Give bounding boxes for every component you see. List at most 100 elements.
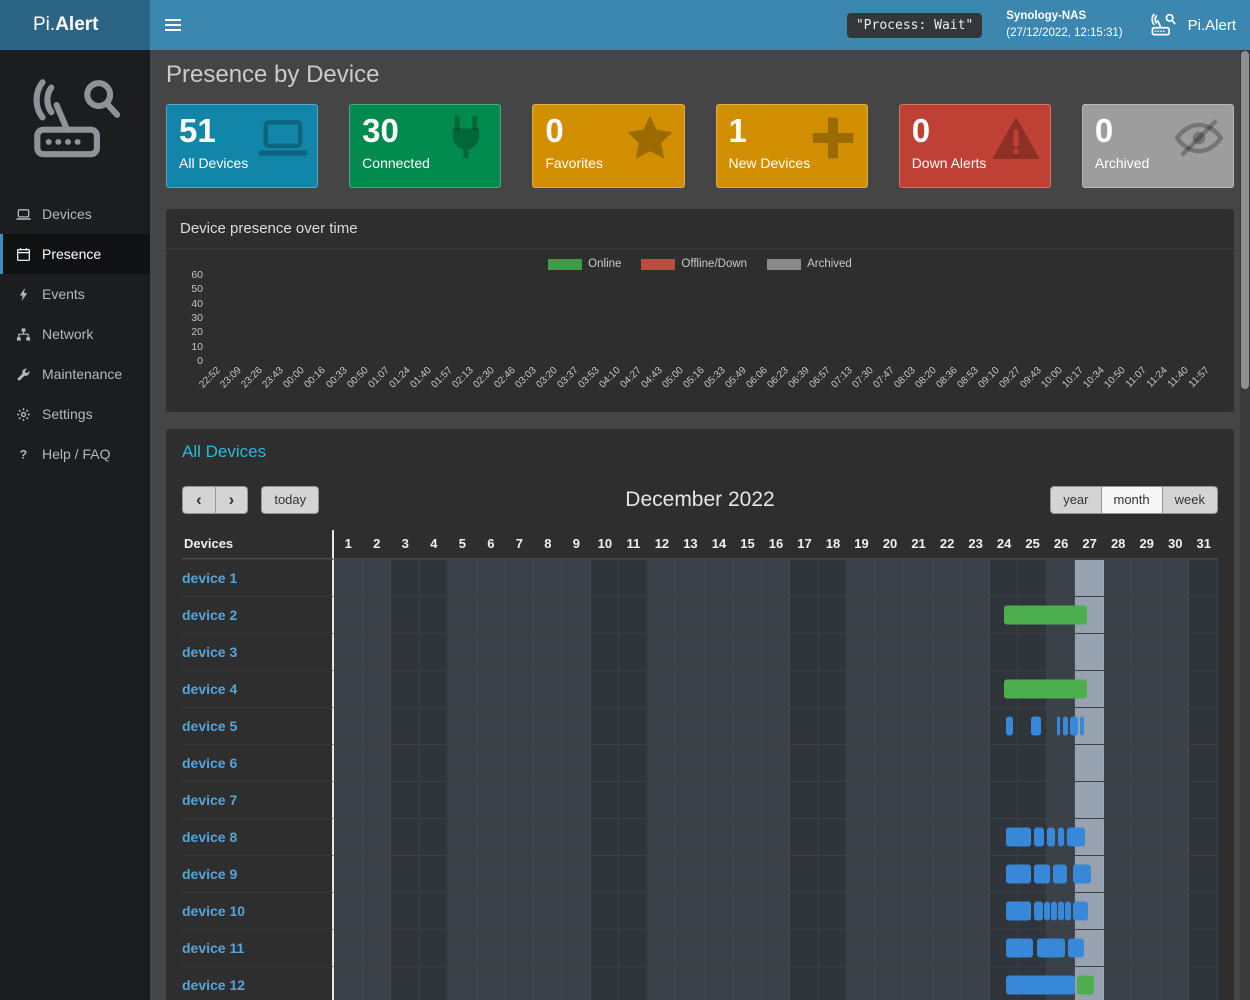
presence-event-bar[interactable] [1056,716,1060,736]
presence-event-bar[interactable] [1065,901,1072,921]
device-link-device-4[interactable]: device 4 [182,681,238,697]
device-link-device-2[interactable]: device 2 [182,607,238,623]
sidebar-item-network[interactable]: Network [0,314,150,354]
day-column-header: 20 [875,530,905,559]
calendar-day-cell [961,819,990,855]
presence-event-bar[interactable] [1004,679,1087,699]
presence-event-bar[interactable] [1076,975,1094,995]
calendar-day-cell [619,745,648,781]
presence-event-bar[interactable] [1072,901,1089,921]
calendar-day-cell [904,930,933,966]
pialert-logo [0,50,150,194]
page-scrollbar[interactable] [1240,50,1250,1000]
device-link-device-3[interactable]: device 3 [182,644,238,660]
presence-event-bar[interactable] [1005,901,1032,921]
scrollbar-thumb[interactable] [1241,51,1249,389]
device-link-device-12[interactable]: device 12 [182,977,246,993]
calendar-day-cell [818,819,848,855]
calendar-day-cell [761,671,791,707]
x-tick-label: 04:43 [639,365,665,391]
calendar-day-cell [847,745,876,781]
calendar-day-cell [476,856,506,892]
calendar-view-year-button[interactable]: year [1050,486,1102,514]
device-link-device-8[interactable]: device 8 [182,829,238,845]
presence-event-bar[interactable] [1066,827,1086,847]
x-tick-label: 05:49 [723,365,750,391]
calendar-view-week-button[interactable]: week [1162,486,1218,514]
summary-card-new-devices[interactable]: 1 New Devices [715,104,868,188]
calendar-day-cell [847,930,876,966]
calendar-day-cell [733,671,762,707]
sidebar-item-events[interactable]: Events [0,274,150,314]
calendar-day-cell [1160,745,1190,781]
calendar-day-cell [1103,782,1133,818]
calendar-day-cell [619,782,648,818]
calendar-day-cell [505,745,534,781]
calendar-view-month-button[interactable]: month [1101,486,1163,514]
summary-card-archived[interactable]: 0 Archived [1081,104,1235,188]
sidebar-toggle-button[interactable] [150,0,196,50]
presence-event-bar[interactable] [1005,864,1032,884]
presence-event-bar[interactable] [1005,716,1013,736]
presence-event-bar[interactable] [1044,901,1050,921]
presence-event-bar[interactable] [1062,716,1069,736]
calendar-day-cell [676,634,705,670]
presence-event-bar[interactable] [1036,938,1066,958]
presence-event-bar[interactable] [1034,864,1050,884]
calendar-day-cell [904,745,933,781]
device-link-device-10[interactable]: device 10 [182,903,246,919]
presence-event-bar[interactable] [1072,864,1092,884]
device-link-device-1[interactable]: device 1 [182,570,238,586]
device-name-cell: device 3 [182,633,334,670]
presence-event-bar[interactable] [1058,827,1064,847]
calendar-prev-button[interactable]: ‹ [182,486,216,514]
calendar-next-button[interactable]: › [215,486,249,514]
presence-event-bar[interactable] [1005,975,1076,995]
presence-event-bar[interactable] [1069,716,1079,736]
presence-event-bar[interactable] [1034,901,1043,921]
sidebar-item-help-faq[interactable]: ? Help / FAQ [0,434,150,474]
device-link-device-6[interactable]: device 6 [182,755,238,771]
card-value: 51 [179,112,216,149]
calendar-day-cell [533,893,563,929]
calendar-day-cell [676,560,705,596]
calendar-day-cell [448,597,477,633]
calendar-day-cell [476,671,506,707]
presence-event-bar[interactable] [1004,605,1087,625]
calendar-today-button[interactable]: today [261,486,320,514]
sidebar-item-presence[interactable]: Presence [0,234,150,274]
question-icon: ? [16,447,31,462]
presence-event-bar[interactable] [1034,827,1045,847]
calendar-day-cell [1160,856,1190,892]
presence-event-bar[interactable] [1068,938,1084,958]
summary-card-favorites[interactable]: 0 Favorites [532,104,685,188]
calendar-day-cell [875,671,905,707]
summary-card-down-alerts[interactable]: 0 Down Alerts [898,104,1051,188]
calendar-day-cell [647,560,677,596]
calendar-day-cell [619,560,648,596]
calendar-day-cell [562,671,591,707]
sidebar-item-devices[interactable]: Devices [0,194,150,234]
device-link-device-11[interactable]: device 11 [182,940,245,956]
chart-plot-area [210,276,1220,362]
sidebar-item-settings[interactable]: Settings [0,394,150,434]
presence-event-bar[interactable] [1052,864,1067,884]
presence-event-bar[interactable] [1051,901,1057,921]
presence-event-bar[interactable] [1046,827,1056,847]
presence-event-bar[interactable] [1031,716,1042,736]
summary-card-connected[interactable]: 30 Connected [349,104,502,188]
device-link-device-9[interactable]: device 9 [182,866,238,882]
presence-event-bar[interactable] [1079,716,1084,736]
calendar-day-cell [590,597,620,633]
summary-card-all-devices[interactable]: 51 All Devices [166,104,319,188]
presence-event-bar[interactable] [1005,938,1033,958]
presence-event-bar[interactable] [1005,827,1032,847]
sidebar-item-maintenance[interactable]: Maintenance [0,354,150,394]
calendar-day-cell [961,745,990,781]
presence-event-bar[interactable] [1058,901,1064,921]
device-link-device-7[interactable]: device 7 [182,792,238,808]
brand-logo-link[interactable]: Pi. Alert [0,0,150,50]
device-link-device-5[interactable]: device 5 [182,718,238,734]
calendar-day-cell [932,745,962,781]
calendar-day-cell [1018,745,1047,781]
